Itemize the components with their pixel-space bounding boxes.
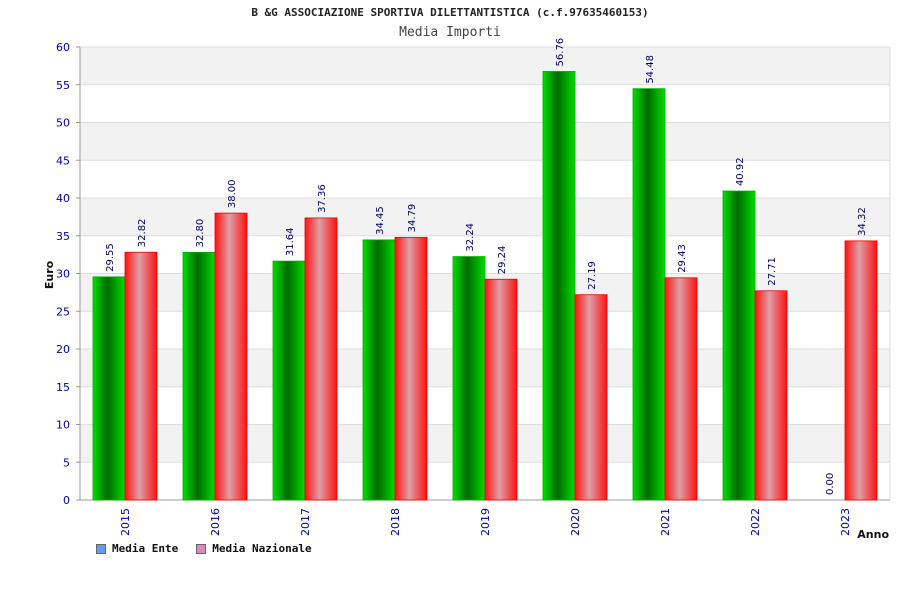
bar-media-nazionale <box>394 236 428 501</box>
y-tick-label: 20 <box>56 343 70 356</box>
y-tick-label: 25 <box>56 305 70 318</box>
bar-media-nazionale <box>754 290 788 501</box>
data-label-media-nazionale: 38.00 <box>227 179 238 208</box>
data-label-media-nazionale: 27.71 <box>767 257 778 286</box>
data-label-media-ente: 40.92 <box>735 157 746 186</box>
y-tick-label: 35 <box>56 230 70 243</box>
grid-band <box>80 47 890 85</box>
bar-media-ente <box>92 276 126 501</box>
data-label-media-nazionale: 37.36 <box>317 184 328 213</box>
y-tick-label: 15 <box>56 381 70 394</box>
legend-swatch-media-ente <box>96 543 106 554</box>
legend: Media Ente Media Nazionale <box>96 542 312 555</box>
y-tick-label: 50 <box>56 117 70 130</box>
bar-media-ente <box>362 239 396 501</box>
bar-media-nazionale <box>574 294 608 501</box>
x-tick-label: 2016 <box>209 508 222 536</box>
x-axis-label: Anno <box>857 528 889 541</box>
data-label-media-ente: 54.48 <box>645 55 656 84</box>
bar-media-ente <box>722 190 756 501</box>
bar-media-ente <box>542 71 576 501</box>
data-label-media-ente: 32.24 <box>465 223 476 252</box>
data-label-media-nazionale: 34.32 <box>857 207 868 236</box>
legend-item-media-nazionale: Media Nazionale <box>196 542 312 555</box>
data-label-media-nazionale: 29.24 <box>497 246 508 275</box>
data-label-media-ente: 56.76 <box>555 38 566 67</box>
x-tick-label: 2020 <box>569 508 582 536</box>
y-axis-label: Euro <box>43 260 56 289</box>
y-tick-label: 30 <box>56 268 70 281</box>
legend-swatch-media-nazionale <box>196 543 207 554</box>
y-tick-label: 45 <box>56 154 70 167</box>
data-label-media-nazionale: 29.43 <box>677 244 688 273</box>
bar-media-nazionale <box>304 217 338 501</box>
grid-band <box>80 122 890 161</box>
y-tick-label: 5 <box>63 456 70 469</box>
chart-title: B &G ASSOCIAZIONE SPORTIVA DILETTANTISTI… <box>251 6 649 19</box>
bar-media-ente <box>452 256 486 501</box>
y-tick-label: 60 <box>56 41 70 54</box>
data-label-media-ente: 32.80 <box>195 219 206 248</box>
x-tick-label: 2019 <box>479 508 492 536</box>
legend-label-media-ente: Media Ente <box>112 542 179 555</box>
y-tick-label: 10 <box>56 419 70 432</box>
legend-label-media-nazionale: Media Nazionale <box>212 542 312 555</box>
x-tick-label: 2017 <box>299 508 312 536</box>
bar-media-nazionale <box>664 277 698 501</box>
x-tick-label: 2023 <box>839 508 852 536</box>
bar-media-ente <box>182 251 216 501</box>
y-tick-label: 0 <box>63 494 70 507</box>
legend-item-media-ente: Media Ente <box>96 542 178 555</box>
x-tick-label: 2018 <box>389 508 402 536</box>
data-label-media-ente: 0.00 <box>825 473 836 495</box>
chart-subtitle: Media Importi <box>399 25 501 40</box>
bar-media-nazionale <box>844 240 878 501</box>
x-tick-label: 2021 <box>659 508 672 536</box>
data-label-media-nazionale: 32.82 <box>137 219 148 248</box>
data-label-media-ente: 29.55 <box>105 243 116 272</box>
x-tick-label: 2015 <box>119 508 132 536</box>
bar-media-nazionale <box>484 278 518 501</box>
data-label-media-nazionale: 27.19 <box>587 261 598 290</box>
data-label-media-ente: 34.45 <box>375 206 386 235</box>
bar-media-ente <box>272 260 306 501</box>
bar-media-nazionale <box>214 212 248 501</box>
x-tick-label: 2022 <box>749 508 762 536</box>
data-label-media-ente: 31.64 <box>285 227 296 256</box>
bar-media-ente <box>632 88 666 501</box>
data-label-media-nazionale: 34.79 <box>407 204 418 233</box>
y-tick-label: 55 <box>56 79 70 92</box>
y-tick-label: 40 <box>56 192 70 205</box>
bar-media-nazionale <box>124 251 158 501</box>
